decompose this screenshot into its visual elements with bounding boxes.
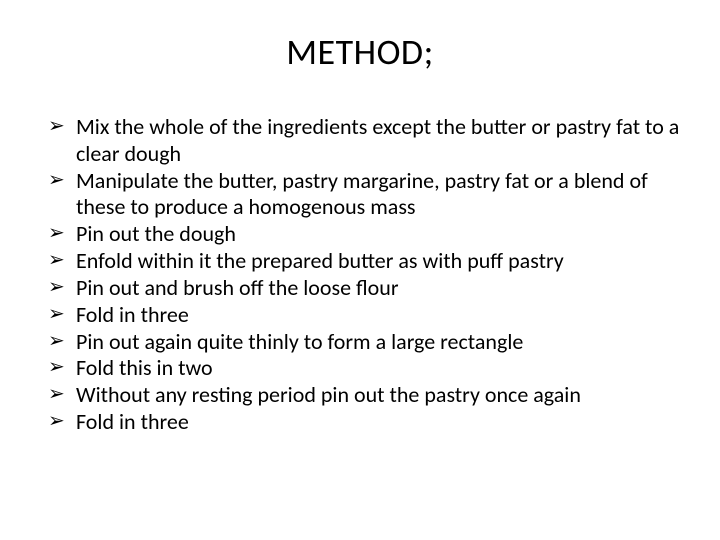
slide: METHOD; Mix the whole of the ingredients… <box>0 0 720 540</box>
list-item: Pin out and brush off the loose flour <box>48 275 680 302</box>
list-item: Fold this in two <box>48 355 680 382</box>
list-item: Without any resting period pin out the p… <box>48 382 680 409</box>
bullet-list: Mix the whole of the ingredients except … <box>48 114 680 436</box>
list-item: Pin out again quite thinly to form a lar… <box>48 329 680 356</box>
list-item: Pin out the dough <box>48 221 680 248</box>
list-item: Enfold within it the prepared butter as … <box>48 248 680 275</box>
list-item: Manipulate the butter, pastry margarine,… <box>48 168 680 222</box>
list-item: Fold in three <box>48 409 680 436</box>
list-item: Fold in three <box>48 302 680 329</box>
list-item: Mix the whole of the ingredients except … <box>48 114 680 168</box>
slide-title: METHOD; <box>40 30 680 74</box>
